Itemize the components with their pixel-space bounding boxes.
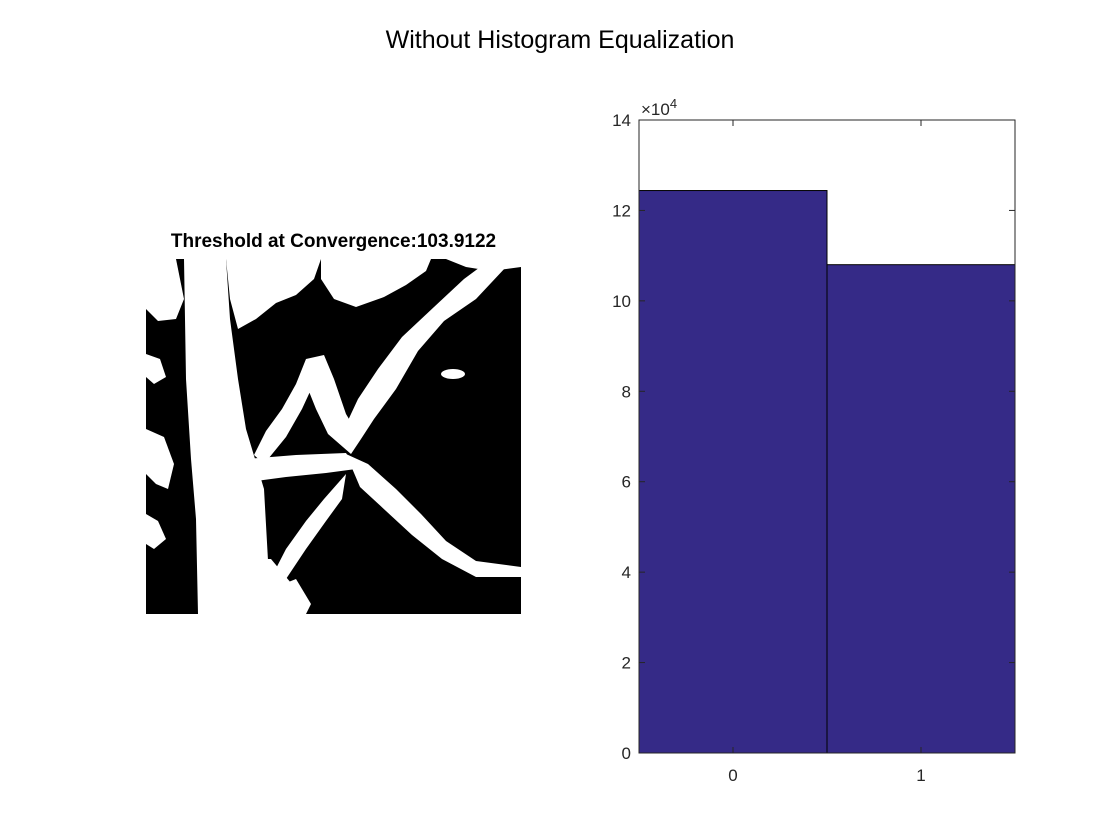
y-tick-label: 14 — [612, 111, 631, 130]
axes-box — [638, 119, 1016, 754]
binary-image-svg — [146, 259, 521, 614]
figure-title: Without Histogram Equalization — [385, 26, 735, 54]
bar-0 — [638, 190, 828, 754]
y-tick-label: 6 — [622, 473, 631, 492]
plot-area: 0 2 4 6 8 10 12 14 0 1 ×104 — [612, 96, 1016, 785]
y-tick-label: 0 — [622, 744, 631, 763]
y-tick-label: 12 — [612, 201, 631, 220]
y-axis-exponent: ×104 — [641, 96, 677, 119]
y-axis-exponent-power: 4 — [670, 96, 677, 111]
image-panel-title: Threshold at Convergence:103.9122 — [170, 231, 497, 252]
y-tick-label: 8 — [622, 382, 631, 401]
bar-1 — [826, 264, 1016, 754]
binary-threshold-image — [146, 259, 521, 614]
y-tick-label: 2 — [622, 654, 631, 673]
y-tick-label: 10 — [612, 292, 631, 311]
foreground-regions — [146, 259, 521, 614]
x-tick-label: 0 — [728, 766, 737, 785]
x-tick-label: 1 — [916, 766, 925, 785]
y-tick-label: 4 — [622, 563, 631, 582]
